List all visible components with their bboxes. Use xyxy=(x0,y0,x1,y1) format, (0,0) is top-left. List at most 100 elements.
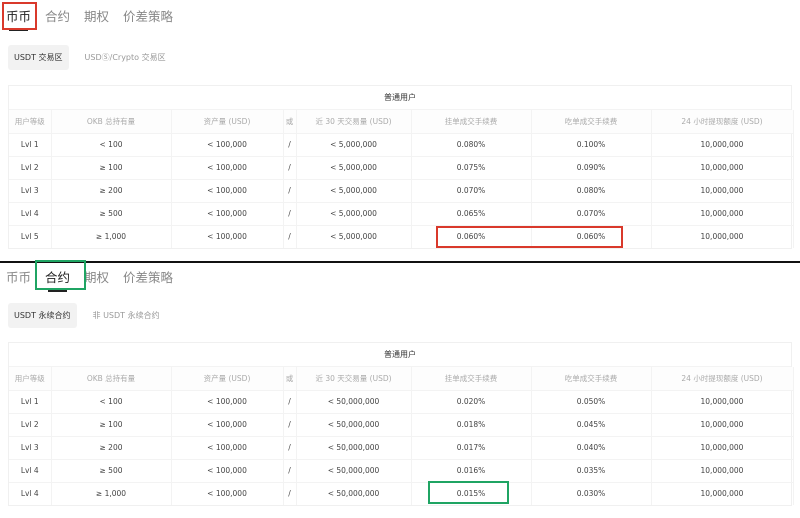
table-cell: / xyxy=(283,224,297,248)
tab-2[interactable]: 期权 xyxy=(84,9,110,24)
table-cell: ≥ 200 xyxy=(51,178,172,202)
table-cell: 0.065% xyxy=(411,201,532,225)
table-cell: 0.060% xyxy=(411,224,532,248)
table-cell: 10,000,000 xyxy=(651,458,794,482)
table-cell: ≥ 100 xyxy=(51,155,172,179)
table-row: Lvl 4 ≥ 500 < 100,000/< 5,000,000 0.065% 0.0… xyxy=(9,201,794,225)
table-cell: Lvl 4 xyxy=(9,458,52,482)
tab-3[interactable]: 价差策略 xyxy=(123,270,174,285)
table-cell: 10,000,000 xyxy=(651,178,794,202)
table-cell: Lvl 3 xyxy=(9,178,52,202)
table-title: 普通用户 xyxy=(9,86,791,110)
table-cell: 0.070% xyxy=(531,201,652,225)
table-cell: ≥ 500 xyxy=(51,201,172,225)
tab-0[interactable]: 币币 xyxy=(6,270,32,285)
table-cell: ≥ 200 xyxy=(51,435,172,459)
table-cell: < 5,000,000 xyxy=(296,224,412,248)
product-tabs: 币币 合约 期权 价差策略 xyxy=(6,267,173,292)
table-cell: 10,000,000 xyxy=(651,435,794,459)
zone-tabs: USDT 交易区 USDⓈ/Crypto 交易区 xyxy=(8,45,172,70)
table-cell: / xyxy=(283,412,297,436)
table-cell: 0.080% xyxy=(531,178,652,202)
tab-highlight-box xyxy=(2,2,37,30)
column-header: OKB 总持有量 xyxy=(51,110,172,133)
table-cell: 10,000,000 xyxy=(651,224,794,248)
fee-table-card: 普通用户 用户等级 OKB 总持有量 资产量 (USD) 或近 30 天交易量 (US… xyxy=(8,342,794,506)
column-header: 资产量 (USD) xyxy=(171,110,284,133)
table-cell: 0.070% xyxy=(411,178,532,202)
divider xyxy=(0,261,800,263)
table-cell: / xyxy=(283,389,297,413)
table-cell: 10,000,000 xyxy=(651,155,794,179)
table-cell: / xyxy=(283,155,297,179)
table-cell: 0.090% xyxy=(531,155,652,179)
table-cell: < 50,000,000 xyxy=(296,458,412,482)
table-cell: < 50,000,000 xyxy=(296,389,412,413)
table-cell: 10,000,000 xyxy=(651,132,794,156)
column-header: 近 30 天交易量 (USD) xyxy=(296,110,412,133)
column-header: 吃单成交手续费 xyxy=(531,110,652,133)
table-cell: / xyxy=(283,178,297,202)
table-cell: < 100,000 xyxy=(171,178,284,202)
table-cell: / xyxy=(283,458,297,482)
column-header: 用户等级 xyxy=(9,110,52,133)
product-tabs: 币币 合约 期权 价差策略 xyxy=(6,6,173,31)
table-cell: < 5,000,000 xyxy=(296,132,412,156)
fee-highlight-box xyxy=(436,226,623,248)
table-cell: ≥ 1,000 xyxy=(51,224,172,248)
table-cell: 0.016% xyxy=(411,458,532,482)
table-cell: / xyxy=(283,481,297,505)
table-title: 普通用户 xyxy=(9,343,791,367)
table-cell: < 100,000 xyxy=(171,412,284,436)
tab-3[interactable]: 价差策略 xyxy=(123,9,174,24)
table-cell: < 100,000 xyxy=(171,132,284,156)
tab-1[interactable]: 合约 xyxy=(45,267,70,292)
tab-2[interactable]: 期权 xyxy=(84,270,110,285)
fee-highlight-box xyxy=(428,481,509,504)
table-cell: Lvl 1 xyxy=(9,132,52,156)
column-header: 或 xyxy=(283,110,297,133)
table-cell: Lvl 2 xyxy=(9,412,52,436)
column-header: 近 30 天交易量 (USD) xyxy=(296,367,412,390)
tab-highlight-box xyxy=(35,260,86,290)
table-cell: < 100,000 xyxy=(171,224,284,248)
table-cell: < 100 xyxy=(51,389,172,413)
table-cell: / xyxy=(283,201,297,225)
table-cell: 10,000,000 xyxy=(651,481,794,505)
table-cell: ≥ 100 xyxy=(51,412,172,436)
table-cell: < 100,000 xyxy=(171,201,284,225)
table-cell: / xyxy=(283,132,297,156)
table-cell: Lvl 4 xyxy=(9,481,52,505)
table-cell: < 100,000 xyxy=(171,389,284,413)
subtab-0[interactable]: USDT 交易区 xyxy=(8,45,69,70)
table-row: Lvl 1 < 100 < 100,000/< 50,000,000 0.020% 0.… xyxy=(9,389,794,413)
spot-fee-panel: 币币 合约 期权 价差策略 USDT 交易区 USDⓈ/Crypto 交易区 普通用户 … xyxy=(2,2,794,249)
table-cell: < 100,000 xyxy=(171,481,284,505)
table-cell: < 50,000,000 xyxy=(296,412,412,436)
table-row: Lvl 4 ≥ 1,000 < 100,000/< 50,000,000 0.015%… xyxy=(9,481,794,505)
futures-fee-panel: 币币 合约 期权 价差策略 USDT 永续合约 非 USDT 永续合约 普通用户 用户等… xyxy=(0,260,800,518)
subtab-1[interactable]: USDⓈ/Crypto 交易区 xyxy=(84,53,166,62)
table-cell: 0.040% xyxy=(531,435,652,459)
subtab-1[interactable]: 非 USDT 永续合约 xyxy=(92,311,160,320)
column-header: 挂单成交手续费 xyxy=(411,110,532,133)
table-cell: < 5,000,000 xyxy=(296,201,412,225)
tab-0[interactable]: 币币 xyxy=(6,6,31,31)
column-header: 用户等级 xyxy=(9,367,52,390)
table-cell: < 50,000,000 xyxy=(296,435,412,459)
fee-table-card: 普通用户 用户等级 OKB 总持有量 资产量 (USD) 或近 30 天交易量 (US… xyxy=(8,85,794,249)
table-cell: 10,000,000 xyxy=(651,201,794,225)
column-header: 吃单成交手续费 xyxy=(531,367,652,390)
subtab-0[interactable]: USDT 永续合约 xyxy=(8,303,77,328)
fee-table: 用户等级 OKB 总持有量 资产量 (USD) 或近 30 天交易量 (USD) 挂单成… xyxy=(9,110,794,248)
tab-1[interactable]: 合约 xyxy=(45,9,71,24)
table-cell: ≥ 1,000 xyxy=(51,481,172,505)
table-cell: 0.050% xyxy=(531,389,652,413)
column-header: 24 小时提现额度 (USD) xyxy=(651,110,794,133)
table-cell: / xyxy=(283,435,297,459)
table-cell: 0.018% xyxy=(411,412,532,436)
contract-tabs: USDT 永续合约 非 USDT 永续合约 xyxy=(8,303,166,328)
table-row: Lvl 5 ≥ 1,000 < 100,000/< 5,000,000 0.060% 0… xyxy=(9,224,794,248)
table-cell: 0.100% xyxy=(531,132,652,156)
table-cell: 0.075% xyxy=(411,155,532,179)
